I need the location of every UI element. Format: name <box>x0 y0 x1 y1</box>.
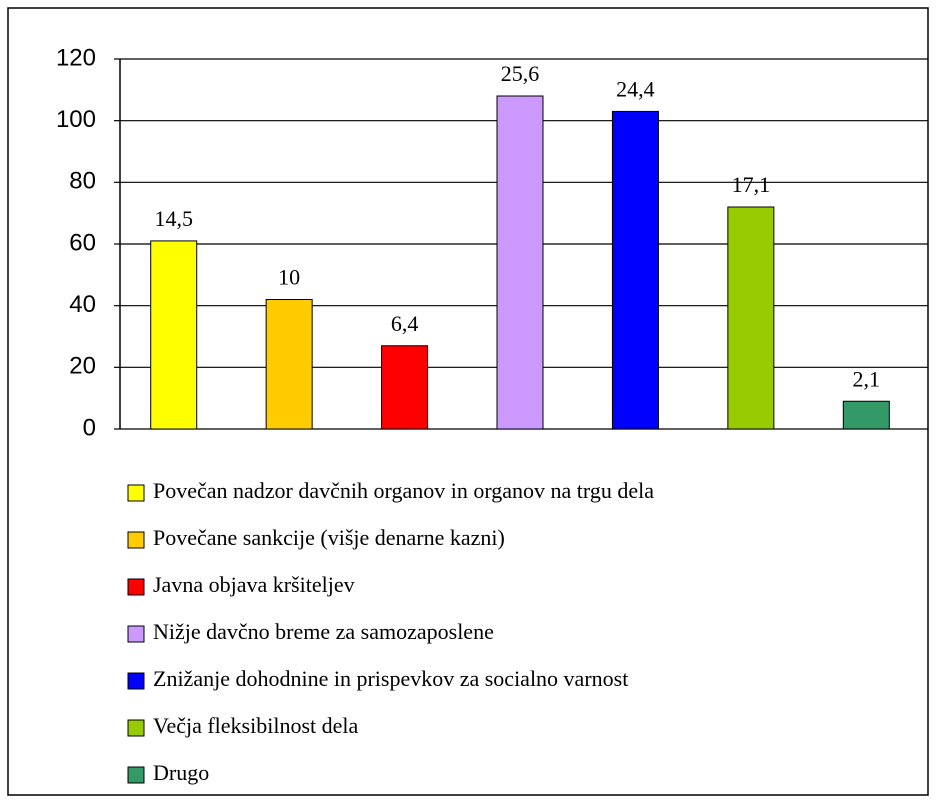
legend-swatch <box>127 578 145 596</box>
legend-swatch <box>127 531 145 549</box>
legend-swatch <box>127 719 145 737</box>
y-tick-label: 60 <box>69 229 96 256</box>
y-tick-label: 100 <box>56 106 96 133</box>
data-label: 14,5 <box>154 206 193 231</box>
legend-label: Nižje davčno breme za samozaposlene <box>153 619 494 644</box>
legend-label: Javna objava kršiteljev <box>153 572 355 597</box>
legend-label: Znižanje dohodnine in prispevkov za soci… <box>153 666 628 691</box>
legend-label: Povečan nadzor davčnih organov in organo… <box>153 478 654 503</box>
legend-swatch <box>127 625 145 643</box>
y-tick-label: 20 <box>69 353 96 380</box>
data-label: 17,1 <box>732 172 771 197</box>
bar <box>265 299 313 430</box>
legend-label: Večja fleksibilnost dela <box>153 713 359 738</box>
y-tick-label: 40 <box>69 291 96 318</box>
data-label: 2,1 <box>853 366 881 391</box>
bar <box>496 95 544 430</box>
data-label: 10 <box>278 265 300 290</box>
y-tick-label: 80 <box>69 168 96 195</box>
y-tick-label: 0 <box>83 414 96 441</box>
bar <box>842 400 890 430</box>
legend-swatch <box>127 484 145 502</box>
legend-label: Drugo <box>153 760 209 785</box>
data-label: 25,6 <box>501 61 540 86</box>
data-label: 6,4 <box>391 311 419 336</box>
bar <box>381 345 429 430</box>
bar <box>727 206 775 430</box>
bar <box>150 240 198 430</box>
bar <box>611 110 659 430</box>
data-label: 24,4 <box>616 76 655 101</box>
legend-swatch <box>127 766 145 784</box>
legend-label: Povečane sankcije (višje denarne kazni) <box>153 525 505 550</box>
legend-swatch <box>127 672 145 690</box>
y-tick-label: 120 <box>56 44 96 71</box>
